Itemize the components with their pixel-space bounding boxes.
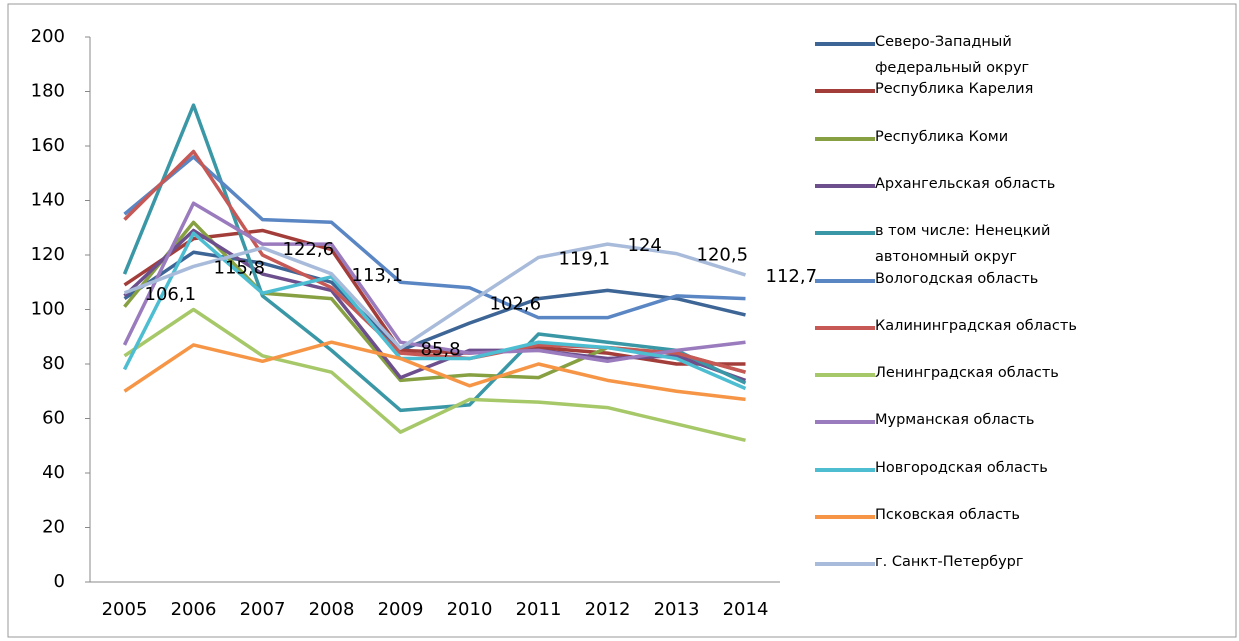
legend-swatch	[815, 89, 875, 94]
legend-swatch	[815, 373, 875, 378]
legend-swatch	[815, 325, 875, 330]
series-line	[123, 242, 747, 350]
legend-swatch	[815, 42, 875, 46]
series-line	[123, 155, 746, 320]
y-tick-label: 40	[42, 462, 65, 483]
legend-swatch	[815, 183, 875, 188]
legend-swatch	[815, 515, 875, 519]
legend-label: в том числе: Ненецкий автономный округ	[875, 223, 1051, 266]
legend-item: Северо-Западный федеральный округ	[815, 34, 1045, 81]
legend-item: Республика Коми	[815, 129, 1095, 150]
legend-item: Новгородская область	[815, 460, 1095, 481]
x-tick-label: 2010	[447, 599, 493, 620]
y-tick-label: 140	[31, 190, 65, 211]
y-tick-label: 100	[31, 299, 65, 320]
x-tick-label: 2013	[654, 599, 700, 620]
legend-item: в том числе: Ненецкий автономный округ	[815, 223, 1065, 270]
legend-item: Вологодская область	[815, 271, 1095, 292]
y-tick-label: 20	[42, 517, 65, 538]
legend-item: Калининградская область	[815, 318, 1095, 339]
series-line	[122, 231, 747, 391]
legend-item: Ленинградская область	[815, 365, 1095, 386]
y-tick-label: 80	[42, 353, 65, 374]
legend-label: Республика Коми	[875, 128, 1009, 145]
x-tick-label: 2011	[516, 599, 562, 620]
data-label: 122,6	[283, 239, 335, 260]
series-line	[123, 340, 746, 402]
x-tick-label: 2014	[723, 599, 769, 620]
legend-swatch	[815, 278, 875, 283]
series-line	[122, 201, 746, 364]
x-tick-label: 2005	[102, 599, 148, 620]
legend-item: г. Санкт-Петербург	[815, 554, 1095, 575]
y-tick-label: 60	[42, 408, 65, 429]
data-label: 120,5	[697, 245, 749, 266]
data-label: 102,6	[490, 293, 542, 314]
data-label: 112,7	[766, 266, 818, 287]
x-tick-label: 2009	[378, 599, 424, 620]
legend-swatch	[815, 562, 875, 567]
legend-label: Республика Карелия	[875, 81, 1034, 98]
y-tick-label: 0	[54, 571, 65, 592]
x-tick-label: 2007	[240, 599, 286, 620]
legend-swatch	[815, 231, 875, 236]
legend-label: г. Санкт-Петербург	[875, 554, 1024, 571]
legend-item: Республика Карелия	[815, 81, 1095, 102]
series-line	[123, 149, 746, 374]
legend-label: Мурманская область	[875, 412, 1035, 429]
series-line	[123, 307, 746, 443]
y-tick-label: 160	[31, 135, 65, 156]
data-label: 124	[628, 235, 662, 256]
data-label: 119,1	[559, 248, 611, 269]
y-tick-label: 120	[31, 244, 65, 265]
legend-label: Архангельская область	[875, 175, 1056, 192]
legend-label: Северо-Западный федеральный округ	[875, 34, 1030, 76]
frame	[7, 3, 1237, 638]
legend-label: Калининградская область	[875, 317, 1077, 334]
legend-swatch	[815, 420, 875, 425]
data-label: 113,1	[352, 265, 404, 286]
legend-item: Псковская область	[815, 507, 1095, 528]
x-tick-label: 2012	[585, 599, 631, 620]
legend-label: Псковская область	[875, 507, 1020, 523]
legend-label: Ленинградская область	[875, 365, 1059, 382]
data-label: 106,1	[145, 284, 197, 305]
x-tick-label: 2006	[171, 599, 217, 620]
legend-item: Архангельская область	[815, 176, 1095, 197]
legend-label: Новгородская область	[875, 459, 1048, 476]
legend-swatch	[815, 136, 875, 141]
legend-swatch	[815, 467, 875, 472]
data-label: 85,8	[421, 339, 461, 360]
legend-label: Вологодская область	[875, 270, 1039, 287]
data-label: 115,8	[214, 257, 266, 278]
y-tick-label: 180	[31, 81, 65, 102]
y-tick-label: 200	[31, 26, 65, 47]
x-tick-label: 2008	[309, 599, 355, 620]
legend-item: Мурманская область	[815, 412, 1095, 433]
